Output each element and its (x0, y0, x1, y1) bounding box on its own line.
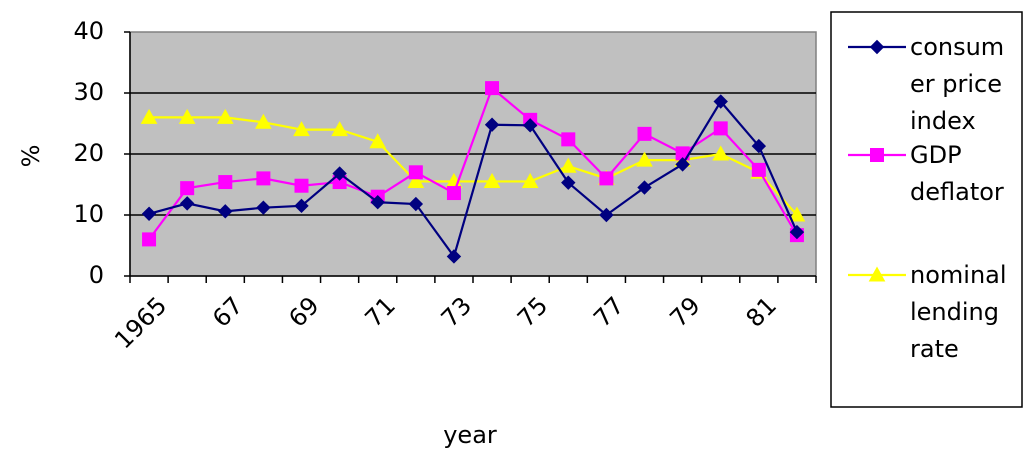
data-point (178, 108, 196, 124)
x-tick-labels: 1965 67 69 71 73 75 77 79 81 (109, 291, 782, 354)
legend: consum er price index GDP deflator nominal len… (848, 33, 1007, 363)
y-tick-label: 40 (73, 17, 104, 45)
x-tick-label: 79 (664, 291, 705, 332)
legend-entry: consum er price index (848, 33, 1004, 135)
legend-marker (868, 266, 886, 282)
data-point (485, 81, 500, 96)
data-point (218, 175, 233, 190)
data-point (599, 207, 614, 223)
y-tick-label: 30 (73, 78, 104, 106)
data-point (788, 206, 806, 222)
y-axis-title: % (17, 145, 45, 168)
data-point (332, 166, 347, 181)
data-point (599, 171, 614, 186)
data-point (140, 108, 158, 124)
x-tick-label: 71 (360, 291, 401, 332)
data-point (180, 181, 195, 196)
data-point (675, 157, 690, 172)
x-axis-title: year (443, 421, 497, 449)
legend-label: nominal (910, 261, 1007, 289)
data-point (789, 224, 805, 240)
data-point (408, 165, 423, 180)
data-point (331, 121, 348, 137)
data-point (713, 94, 728, 109)
y-tick-labels: 0 10 20 30 40 (73, 17, 104, 289)
x-tick-label: 77 (588, 291, 629, 332)
legend-entry: nominal lending rate (848, 261, 1007, 363)
data-point (637, 126, 652, 141)
legend-label: index (910, 107, 976, 135)
legend-marker (870, 148, 884, 162)
data-point (521, 172, 539, 188)
data-point (294, 178, 309, 193)
data-point (141, 206, 157, 221)
data-point (484, 117, 500, 132)
data-point (446, 186, 461, 201)
data-point (255, 113, 272, 129)
data-point (370, 194, 385, 210)
data-point (712, 145, 730, 161)
data-point (218, 204, 233, 219)
legend-marker (869, 39, 885, 55)
data-point (293, 121, 310, 137)
data-point (522, 118, 538, 133)
data-point (483, 172, 501, 188)
series-diamond (141, 94, 805, 264)
data-point (559, 157, 577, 173)
x-tick-label: 81 (741, 291, 782, 332)
legend-label: consum (910, 33, 1004, 61)
data-point (216, 108, 234, 124)
x-tick-label: 67 (207, 291, 248, 332)
legend-entry: GDP deflator (848, 141, 1004, 206)
axes (124, 31, 817, 283)
legend-label: deflator (910, 178, 1004, 206)
data-point (751, 162, 766, 177)
legend-label: GDP (910, 141, 962, 169)
gridlines (130, 92, 816, 216)
data-point (179, 196, 195, 211)
data-point (142, 232, 157, 247)
data-point (369, 133, 387, 149)
y-tick-label: 10 (73, 200, 104, 228)
x-tick-label: 73 (436, 291, 477, 332)
data-point (637, 180, 652, 195)
data-point (561, 132, 576, 147)
data-point (713, 121, 728, 136)
x-tick-label: 75 (512, 291, 553, 332)
data-point (294, 198, 309, 214)
y-tick-label: 0 (89, 261, 104, 289)
data-point (256, 171, 271, 186)
data-point (751, 138, 767, 154)
data-point (407, 172, 425, 188)
legend-label: rate (910, 335, 959, 363)
x-tick-label: 69 (283, 291, 324, 332)
data-point (636, 151, 653, 167)
data-point (256, 200, 271, 215)
data-point (408, 196, 424, 212)
legend-box (830, 11, 1023, 408)
legend-label: er price (910, 70, 1002, 98)
data-point (446, 249, 462, 264)
series-layer (140, 81, 806, 264)
y-tick-label: 20 (73, 139, 104, 167)
data-point (561, 175, 576, 190)
legend-label: lending (910, 298, 999, 326)
x-tick-label: 1965 (109, 291, 172, 354)
